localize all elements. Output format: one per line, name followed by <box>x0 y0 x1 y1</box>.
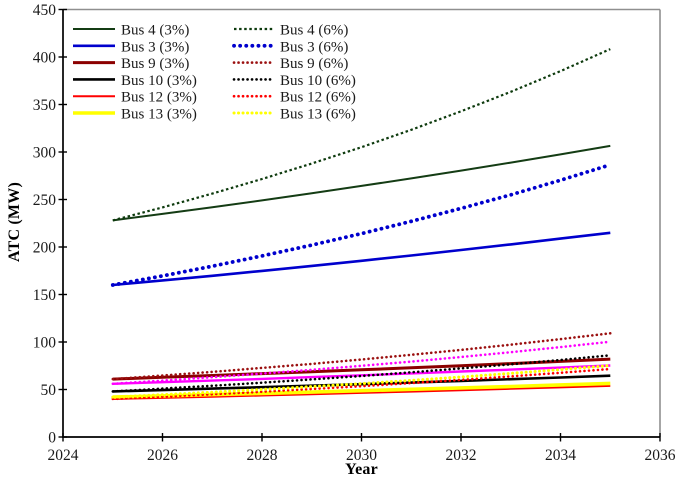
y-tick-label: 400 <box>33 50 57 67</box>
series-line-1 <box>112 231 611 287</box>
y-axis-title: ATC (MW) <box>6 182 23 262</box>
series-line-0 <box>112 144 611 222</box>
series-line-3 <box>112 374 611 393</box>
x-tick-label: 2030 <box>346 447 377 464</box>
legend-label: Bus 13 (3%) <box>121 107 197 123</box>
series-line-11 <box>111 367 612 401</box>
y-tick-label: 350 <box>33 97 57 114</box>
y-tick-label: 0 <box>48 430 56 447</box>
x-axis-title: Year <box>345 461 378 478</box>
legend-label: Bus 9 (3%) <box>121 56 189 72</box>
x-tick-label: 2034 <box>545 447 576 464</box>
legend-label: Bus 4 (3%) <box>121 23 189 39</box>
y-tick-label: 50 <box>41 382 57 399</box>
x-tick-label: 2032 <box>446 447 477 464</box>
series-line-8 <box>110 162 613 287</box>
y-tick-label: 450 <box>33 2 57 19</box>
legend-label: Bus 13 (6%) <box>280 107 356 123</box>
legend-label: Bus 12 (3%) <box>121 90 197 106</box>
series-line-4 <box>112 384 611 400</box>
y-tick-label: 200 <box>33 240 57 257</box>
legend-label: Bus 12 (6%) <box>280 90 356 106</box>
series-line-5 <box>112 381 611 399</box>
legend-label: Bus 10 (3%) <box>121 73 197 89</box>
legend-label: Bus 10 (6%) <box>280 73 356 89</box>
y-tick-label: 100 <box>33 335 57 352</box>
x-tick-label: 2026 <box>147 447 178 464</box>
legend-label: Bus 3 (6%) <box>280 39 348 55</box>
series-line-12 <box>111 364 612 399</box>
x-tick-label: 2024 <box>48 447 79 464</box>
y-tick-label: 300 <box>33 145 57 162</box>
x-tick-label: 2036 <box>645 447 676 464</box>
series-line-6 <box>112 364 611 385</box>
x-tick-label: 2028 <box>247 447 278 464</box>
series-line-2 <box>112 357 611 381</box>
y-tick-label: 250 <box>33 192 57 209</box>
y-tick-label: 150 <box>33 287 57 304</box>
legend-label: Bus 9 (6%) <box>280 56 348 72</box>
legend-label: Bus 3 (3%) <box>121 39 189 55</box>
legend-label: Bus 4 (6%) <box>280 23 348 39</box>
